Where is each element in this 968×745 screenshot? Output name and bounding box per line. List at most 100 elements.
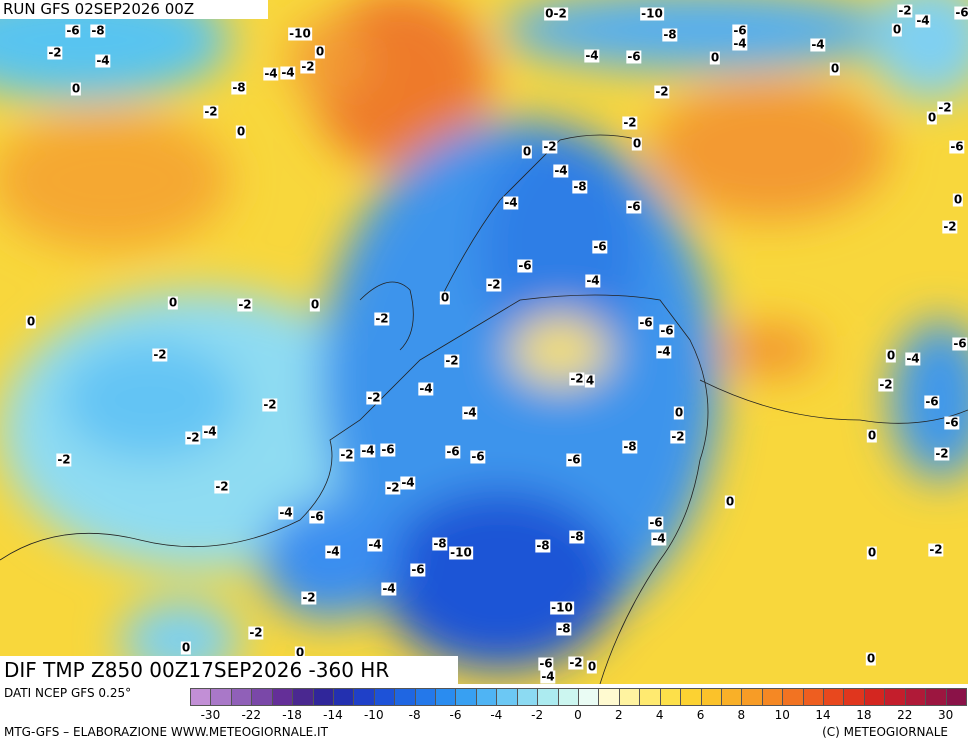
- contour-label: -4: [95, 53, 111, 68]
- colorbar-label: -6: [449, 708, 462, 722]
- contour-label: -8: [572, 179, 588, 194]
- contour-label: -6: [952, 336, 968, 351]
- contour-label: -2: [622, 115, 638, 130]
- contour-label: -6: [517, 258, 533, 273]
- contour-label: -8: [231, 80, 247, 95]
- contour-label: -6: [626, 49, 642, 64]
- colorbar-swatch: [537, 688, 559, 706]
- colorbar-swatch: [639, 688, 661, 706]
- contour-label: -6: [638, 315, 654, 330]
- contour-label: -6: [309, 509, 325, 524]
- colorbar-label: 18: [856, 708, 872, 722]
- colorbar-label: -4: [490, 708, 503, 722]
- contour-label: 0: [25, 314, 37, 329]
- colorbar-swatch: [455, 688, 477, 706]
- contour-label: -2: [47, 45, 63, 60]
- contour-label: 0: [631, 136, 643, 151]
- contour-label: 0: [167, 295, 179, 310]
- contour-label: -4: [905, 351, 921, 366]
- colorbar-swatch: [190, 688, 212, 706]
- contour-label: 0: [521, 144, 533, 159]
- colorbar-label: -8: [408, 708, 421, 722]
- contour-label: -4: [651, 531, 667, 546]
- contour-label: -6: [470, 449, 486, 464]
- colorbar-swatch: [394, 688, 416, 706]
- contour-label: -8: [432, 536, 448, 551]
- colorbar-swatch: [332, 688, 355, 706]
- contour-label: -2: [385, 480, 401, 495]
- colorbar-swatch: [925, 688, 947, 706]
- colorbar-swatch: [312, 688, 334, 706]
- contour-label: -2: [878, 377, 894, 392]
- contour-label: -4: [400, 475, 416, 490]
- contour-label: -6: [732, 23, 748, 38]
- contour-label: -2: [444, 353, 460, 368]
- colorbar-swatch: [802, 688, 825, 706]
- contour-label: -6: [65, 23, 81, 38]
- contour-label: -2: [569, 371, 585, 386]
- contour-label: -6: [944, 415, 960, 430]
- contour-label: 0: [891, 22, 903, 37]
- colorbar-swatch: [823, 688, 845, 706]
- contour-label: -2: [654, 84, 670, 99]
- contour-label: -10: [550, 600, 574, 615]
- contour-label: -2: [486, 277, 502, 292]
- contour-label: 0: [235, 124, 247, 139]
- contour-label: -6: [445, 444, 461, 459]
- contour-label: 0-2: [544, 6, 568, 21]
- contour-label: -8: [556, 621, 572, 636]
- contour-label: -10: [640, 6, 664, 21]
- contour-label: -2: [542, 139, 558, 154]
- contour-label: -2: [928, 542, 944, 557]
- contour-label: 0: [439, 290, 451, 305]
- contour-label: -2: [248, 625, 264, 640]
- colorbar-label: 30: [937, 708, 954, 722]
- colorbar-label: -30: [200, 708, 221, 722]
- contour-label: -2: [237, 297, 253, 312]
- colorbar-swatch: [578, 688, 600, 706]
- footer-right: (C) METEOGIORNALE: [822, 725, 948, 739]
- contour-label: -6: [954, 5, 968, 20]
- colorbar-swatch: [373, 688, 396, 706]
- contour-label: -4: [656, 344, 672, 359]
- contour-label: -8: [90, 23, 106, 38]
- colorbar-label: 8: [737, 708, 746, 722]
- contour-label: -6: [949, 139, 965, 154]
- contour-label: -4: [503, 195, 519, 210]
- contour-label: -6: [410, 562, 426, 577]
- contour-label: 0: [952, 192, 964, 207]
- contour-label: 0: [70, 81, 82, 96]
- colorbar-label: -14: [323, 708, 343, 722]
- contour-label: -4: [381, 581, 397, 596]
- contour-label: -6: [592, 239, 608, 254]
- contour-label: -2: [152, 347, 168, 362]
- contour-label: 0: [586, 659, 598, 674]
- contour-label: -4: [540, 669, 556, 684]
- contour-label: -8: [622, 439, 638, 454]
- colorbar-swatch: [516, 688, 539, 706]
- contour-label: -4: [280, 65, 296, 80]
- colorbar-label: -18: [282, 708, 302, 722]
- contour-label: -4: [462, 405, 478, 420]
- contour-label: -8: [535, 538, 551, 553]
- colorbar-swatch: [843, 688, 865, 706]
- colorbar-swatch: [598, 688, 620, 706]
- contour-label: -6: [380, 442, 396, 457]
- colorbar-label: 0: [574, 708, 582, 722]
- colorbar-swatch: [680, 688, 702, 706]
- contour-label: -4: [418, 381, 434, 396]
- contour-label: -2: [374, 311, 390, 326]
- contour-label: -6: [924, 394, 940, 409]
- contour-label: -4: [584, 48, 600, 63]
- contour-label: -6: [538, 656, 554, 671]
- temperature-map: [0, 0, 968, 684]
- contour-label: -4: [360, 443, 376, 458]
- contour-label: 0: [829, 61, 841, 76]
- source: DATI NCEP GFS 0.25°: [4, 686, 132, 700]
- contour-label: -10: [288, 26, 312, 41]
- contour-label: -2: [56, 452, 72, 467]
- colorbar-swatch: [475, 688, 498, 706]
- colorbar-swatch: [761, 688, 784, 706]
- colorbar-swatch: [230, 688, 253, 706]
